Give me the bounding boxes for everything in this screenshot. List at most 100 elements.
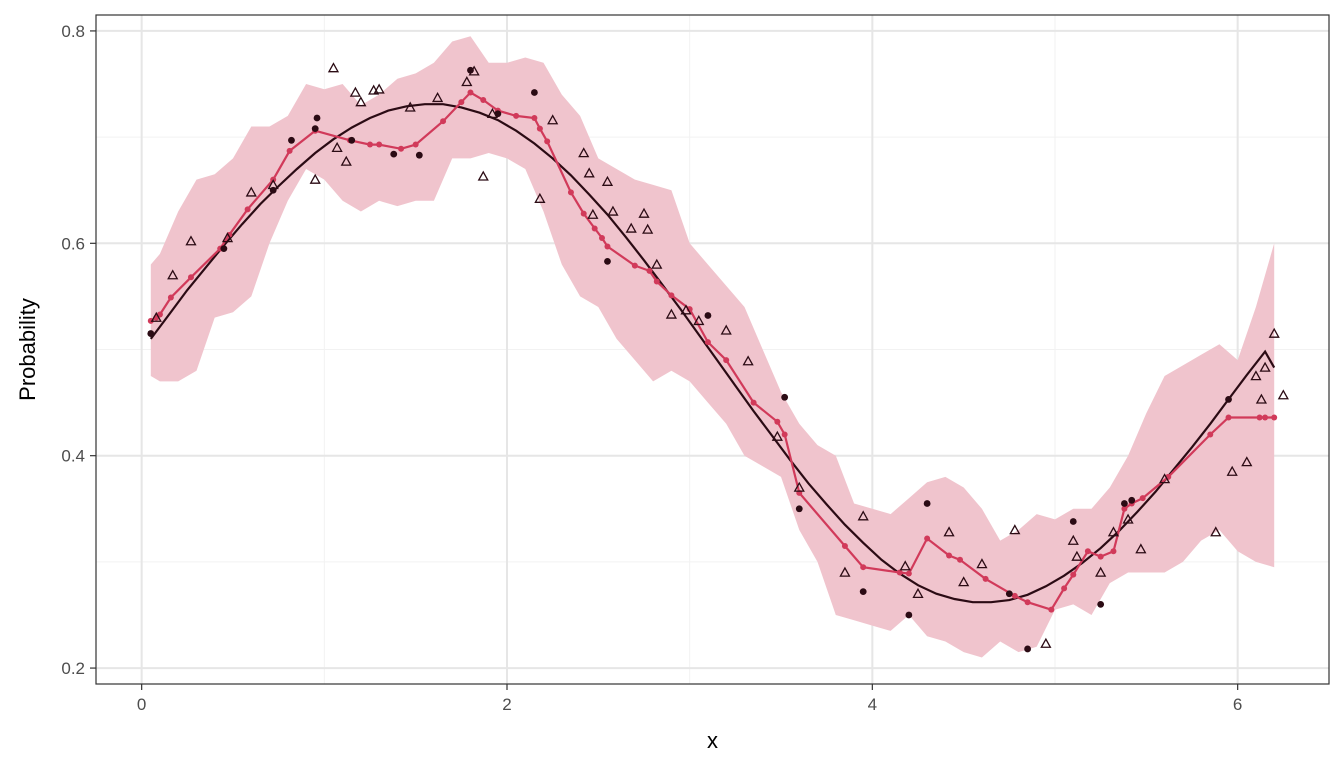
estimate-point bbox=[286, 147, 293, 154]
triangle-point bbox=[1135, 543, 1147, 554]
estimate-point bbox=[1225, 414, 1232, 421]
estimate-point bbox=[536, 125, 543, 132]
triangle-point bbox=[665, 308, 678, 319]
triangle-point bbox=[601, 175, 614, 186]
triangle-point bbox=[1210, 526, 1222, 537]
estimate-point bbox=[531, 115, 538, 122]
triangle-point bbox=[185, 235, 197, 246]
triangle-point bbox=[771, 430, 783, 441]
triangle-point bbox=[1241, 456, 1253, 467]
estimate-point bbox=[1084, 548, 1091, 555]
estimate-point bbox=[668, 292, 675, 299]
triangle-point bbox=[578, 147, 590, 158]
estimate-point bbox=[1207, 431, 1214, 438]
triangle-point bbox=[642, 223, 654, 234]
triangle-point bbox=[680, 304, 692, 315]
estimate-point bbox=[1070, 571, 1077, 578]
dot-markers bbox=[147, 66, 1232, 653]
y-tick-label: 0.2 bbox=[61, 659, 85, 678]
x-axis: 0 2 4 6 bbox=[137, 684, 1242, 714]
estimate-point bbox=[982, 575, 989, 582]
estimate-point bbox=[1121, 505, 1128, 512]
estimate-point bbox=[1139, 495, 1146, 502]
estimate-point bbox=[905, 570, 912, 577]
estimate-point bbox=[580, 210, 587, 217]
dot-point bbox=[1128, 496, 1136, 504]
dot-point bbox=[781, 393, 789, 401]
estimate-point bbox=[1011, 592, 1018, 599]
estimate-point bbox=[841, 542, 848, 549]
estimate-point bbox=[750, 399, 757, 406]
estimate-point bbox=[1271, 414, 1278, 421]
dot-point bbox=[467, 66, 474, 74]
y-tick-label: 0.6 bbox=[61, 234, 85, 253]
triangle-point bbox=[720, 324, 732, 335]
estimate-point bbox=[1061, 585, 1068, 592]
triangle-point bbox=[1255, 393, 1268, 404]
dot-point bbox=[1121, 500, 1128, 507]
dot-point bbox=[147, 330, 155, 337]
triangle-point bbox=[373, 83, 385, 94]
estimate-point bbox=[544, 138, 551, 145]
triangle-point bbox=[583, 167, 595, 178]
triangle-point bbox=[340, 155, 352, 166]
triangle-point bbox=[167, 269, 179, 280]
estimate-point bbox=[774, 418, 781, 425]
estimate-point bbox=[646, 267, 653, 274]
estimate-point bbox=[896, 569, 903, 576]
dot-point bbox=[859, 588, 867, 596]
triangle-point bbox=[1226, 465, 1238, 476]
triangle-point bbox=[1158, 473, 1171, 484]
triangle-point bbox=[1259, 361, 1271, 372]
x-tick-label: 2 bbox=[502, 695, 511, 714]
estimate-point bbox=[458, 99, 465, 106]
triangle-point bbox=[899, 560, 911, 571]
estimate-point bbox=[1097, 553, 1104, 560]
estimate-point bbox=[957, 556, 964, 563]
estimate-point bbox=[567, 189, 574, 196]
triangle-point bbox=[1268, 327, 1280, 338]
x-tick-label: 0 bbox=[137, 695, 146, 714]
triangle-point bbox=[587, 208, 599, 219]
estimate-point bbox=[412, 141, 419, 148]
x-tick-label: 4 bbox=[868, 695, 877, 714]
dot-point bbox=[311, 125, 319, 133]
estimate-point bbox=[1256, 414, 1263, 421]
estimate-point bbox=[376, 141, 383, 148]
triangle-point bbox=[477, 170, 489, 181]
estimate-point bbox=[367, 141, 373, 148]
triangle-point bbox=[327, 62, 340, 73]
triangle-point bbox=[625, 222, 637, 233]
dot-point bbox=[1024, 645, 1031, 653]
triangle-point bbox=[331, 141, 343, 152]
dot-point bbox=[905, 611, 913, 619]
triangle-point bbox=[1107, 526, 1120, 537]
triangle-point bbox=[1277, 389, 1289, 400]
estimate-point bbox=[480, 96, 487, 103]
triangle-point bbox=[468, 65, 480, 76]
estimate-point bbox=[946, 552, 953, 559]
triangle-point bbox=[486, 107, 498, 119]
triangle-point bbox=[742, 355, 754, 366]
triangle-point bbox=[651, 258, 663, 269]
triangle-point bbox=[267, 179, 279, 190]
triangle-point bbox=[857, 510, 869, 521]
estimate-point bbox=[723, 357, 730, 364]
triangle-point bbox=[355, 96, 367, 107]
triangle-point bbox=[1040, 637, 1052, 648]
triangle-point bbox=[431, 91, 444, 103]
y-tick-label: 0.8 bbox=[61, 22, 85, 41]
triangle-point bbox=[693, 314, 705, 326]
triangle-point bbox=[547, 114, 559, 125]
triangle-point bbox=[1095, 566, 1107, 577]
triangle-point bbox=[349, 86, 361, 97]
triangle-point bbox=[1250, 370, 1262, 381]
triangle-markers bbox=[150, 62, 1289, 648]
dot-point bbox=[220, 245, 228, 253]
dot-point bbox=[390, 150, 398, 158]
dot-point bbox=[1225, 396, 1232, 403]
dot-point bbox=[704, 312, 712, 319]
y-tick-label: 0.4 bbox=[61, 447, 85, 466]
estimate-point bbox=[598, 235, 605, 241]
